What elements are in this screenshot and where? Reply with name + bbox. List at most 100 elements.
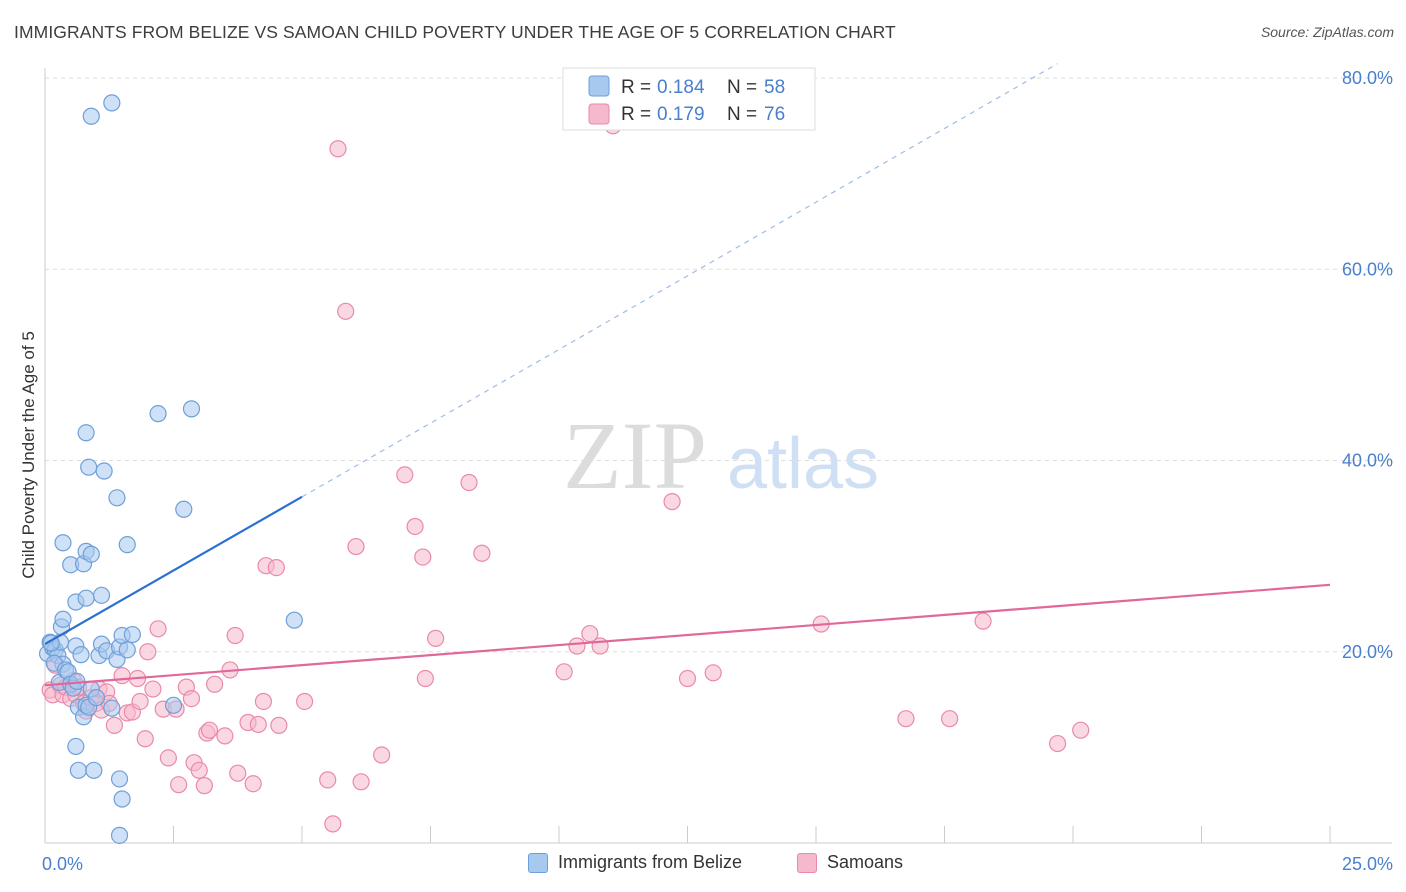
samoan-point bbox=[329, 140, 347, 158]
belize-point bbox=[92, 586, 111, 604]
samoan-point bbox=[427, 629, 445, 647]
samoan-point bbox=[324, 815, 342, 833]
samoan-point bbox=[216, 727, 234, 745]
belize-point bbox=[118, 641, 136, 659]
y-tick-label: 60.0% bbox=[1342, 259, 1393, 279]
belize-point bbox=[87, 689, 106, 707]
belize-point bbox=[67, 737, 85, 756]
belize-point bbox=[77, 589, 95, 607]
legend-bottom: Immigrants from Belize Samoans bbox=[0, 852, 1406, 878]
samoan-point bbox=[113, 667, 131, 685]
samoan-point bbox=[159, 749, 177, 767]
samoan-point bbox=[897, 710, 915, 728]
samoan-point bbox=[295, 692, 314, 711]
samoan-point bbox=[200, 721, 219, 739]
tick-labels: 20.0% 40.0% 60.0% 80.0% 0.0% 25.0% bbox=[42, 68, 1393, 874]
legend-label-samoans: Samoans bbox=[827, 852, 904, 872]
legend-r-label-belize: R = bbox=[621, 77, 651, 98]
samoan-trend-line bbox=[44, 583, 1331, 687]
legend-swatch-belize-bottom bbox=[528, 852, 548, 873]
y-tick-label: 40.0% bbox=[1342, 451, 1393, 471]
belize-point bbox=[85, 761, 103, 779]
samoan-point bbox=[1072, 721, 1090, 739]
samoan-point bbox=[704, 664, 722, 682]
belize-points bbox=[38, 94, 303, 844]
samoans-points bbox=[41, 117, 1090, 833]
y-tick-label: 20.0% bbox=[1342, 642, 1393, 662]
samoan-point bbox=[226, 626, 244, 645]
samoan-point bbox=[337, 302, 355, 320]
belize-point bbox=[69, 761, 88, 779]
legend-r-label-samoans: R = bbox=[621, 104, 651, 125]
samoan-point bbox=[136, 730, 154, 748]
belize-point bbox=[118, 536, 136, 554]
samoan-point bbox=[249, 715, 267, 734]
samoan-point bbox=[319, 771, 337, 789]
belize-point bbox=[164, 696, 183, 714]
belize-point bbox=[113, 790, 131, 808]
samoan-point bbox=[941, 710, 959, 728]
samoan-point bbox=[460, 473, 478, 492]
legend-swatch-samoans-bottom bbox=[797, 852, 817, 873]
samoan-point bbox=[144, 680, 162, 698]
y-tick-label: 80.0% bbox=[1342, 68, 1393, 88]
belize-point bbox=[175, 500, 193, 518]
belize-point bbox=[103, 699, 121, 717]
legend-label-belize: Immigrants from Belize bbox=[558, 852, 743, 872]
samoan-point bbox=[1048, 734, 1067, 753]
belize-point bbox=[110, 826, 129, 844]
legend-n-label-samoans: N = bbox=[727, 104, 757, 125]
axes bbox=[44, 68, 1392, 844]
samoan-point bbox=[131, 692, 149, 711]
belize-point bbox=[80, 458, 98, 476]
samoan-point bbox=[555, 663, 573, 681]
samoan-point bbox=[229, 764, 247, 782]
samoan-point bbox=[170, 776, 188, 794]
samoan-point bbox=[267, 558, 285, 577]
samoan-point bbox=[663, 493, 681, 511]
legend-n-value-samoans: 76 bbox=[764, 104, 785, 125]
belize-point bbox=[82, 107, 100, 125]
legend-item-samoans: Samoans bbox=[797, 852, 903, 873]
belize-point bbox=[108, 489, 126, 507]
trend-lines bbox=[44, 63, 1331, 687]
samoan-point bbox=[473, 544, 491, 562]
samoan-point bbox=[254, 692, 273, 711]
legend-item-belize: Immigrants from Belize bbox=[528, 852, 742, 873]
grid-lines bbox=[45, 77, 1392, 653]
belize-point bbox=[77, 424, 95, 442]
legend-n-value-belize: 58 bbox=[764, 77, 785, 98]
legend-r-value-belize: 0.184 bbox=[657, 77, 705, 98]
samoan-point bbox=[416, 669, 434, 688]
source-label: Source: ZipAtlas.com bbox=[1260, 24, 1394, 40]
samoan-point bbox=[974, 612, 992, 630]
y-axis-label: Child Poverty Under the Age of 5 bbox=[19, 331, 38, 579]
samoan-point bbox=[352, 773, 370, 791]
samoan-point bbox=[414, 548, 432, 566]
belize-trend-line bbox=[44, 495, 303, 646]
samoan-point bbox=[347, 537, 365, 556]
samoan-point bbox=[270, 716, 288, 734]
legend-swatch-samoans bbox=[588, 103, 610, 125]
belize-point bbox=[285, 611, 303, 629]
belize-point bbox=[110, 770, 129, 788]
belize-point bbox=[72, 646, 90, 664]
belize-point bbox=[103, 94, 121, 112]
belize-point bbox=[123, 625, 141, 644]
samoan-point bbox=[373, 746, 391, 764]
samoan-point bbox=[190, 761, 208, 779]
samoan-point bbox=[206, 675, 224, 693]
belize-point bbox=[95, 462, 113, 480]
samoan-point bbox=[568, 637, 586, 655]
samoan-point bbox=[406, 517, 424, 536]
legend-n-label-belize: N = bbox=[727, 77, 757, 98]
belize-point bbox=[149, 405, 167, 423]
x-tick-label: 0.0% bbox=[42, 854, 83, 874]
samoan-point bbox=[244, 775, 262, 793]
samoan-point bbox=[139, 643, 157, 661]
samoan-point bbox=[182, 690, 201, 708]
belize-point bbox=[182, 400, 201, 418]
legend-r-value-samoans: 0.179 bbox=[657, 104, 705, 125]
samoan-point bbox=[678, 669, 697, 688]
